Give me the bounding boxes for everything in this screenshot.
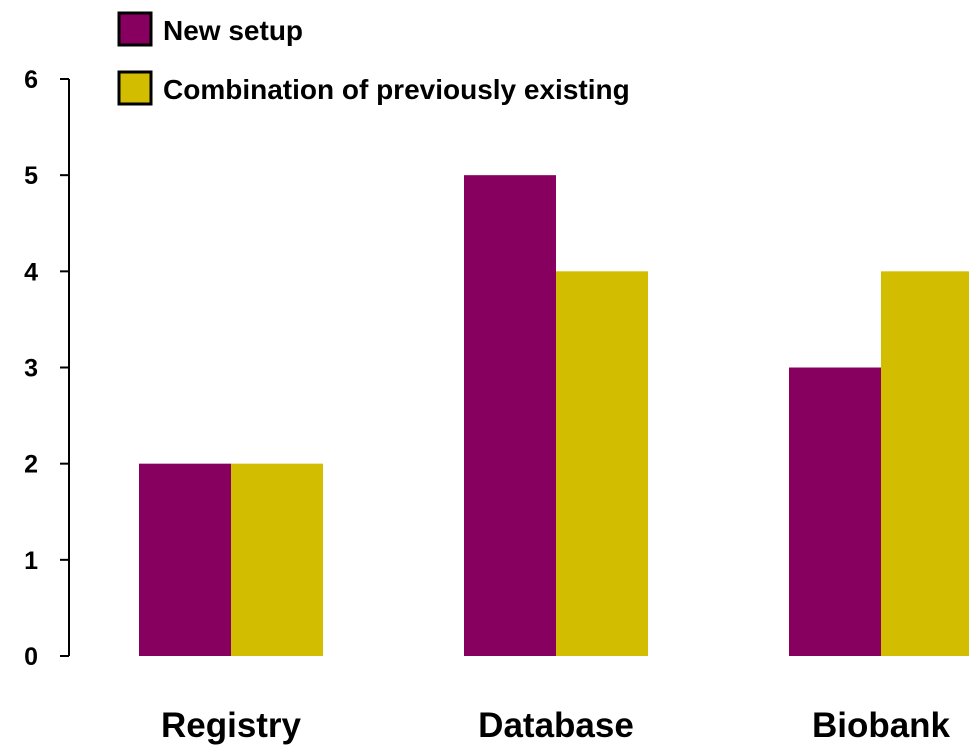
legend-swatch	[117, 70, 153, 106]
y-tick-label: 0	[24, 643, 38, 671]
bar-registry-series-2	[231, 463, 323, 656]
bars	[139, 175, 969, 656]
x-category-label: Registry	[161, 706, 302, 745]
bar-biobank-series-2	[881, 271, 969, 656]
legend-label: Combination of previously existing	[163, 74, 630, 105]
y-tick-label: 4	[24, 258, 38, 286]
y-tick-label: 6	[24, 66, 38, 94]
bar-biobank-series-1	[789, 367, 881, 656]
y-tick-label: 3	[24, 355, 38, 383]
y-tick-label: 1	[24, 547, 38, 575]
x-category-label: Biobank	[812, 706, 951, 745]
legend-label: New setup	[163, 15, 303, 46]
bar-database-series-1	[464, 175, 556, 656]
x-axis: Registry Database Biobank	[161, 706, 951, 745]
bar-database-series-2	[556, 271, 648, 656]
x-category-label: Database	[478, 706, 634, 745]
bar-registry-series-1	[139, 463, 231, 656]
legend: New setup Combination of previously exist…	[117, 11, 630, 106]
legend-swatch	[117, 11, 153, 47]
y-axis: 0 1 2 3 4 5 6	[24, 66, 70, 671]
y-tick-label: 2	[24, 451, 38, 479]
y-tick-label: 5	[24, 162, 38, 190]
